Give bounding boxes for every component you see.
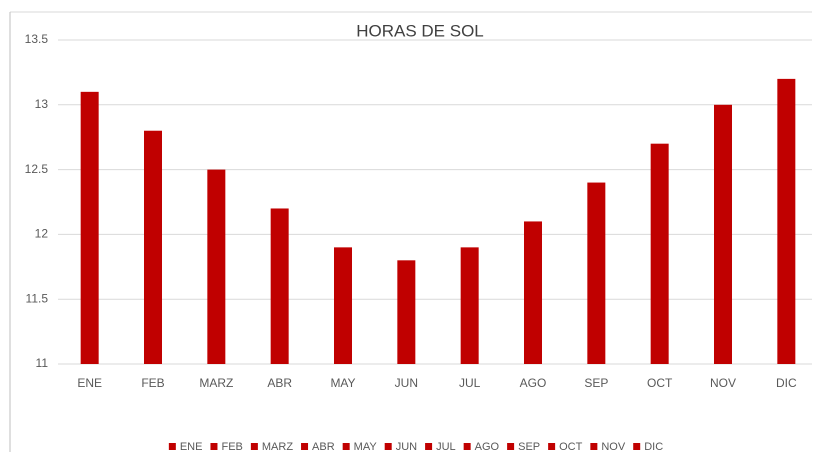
y-tick-label: 12 bbox=[35, 227, 49, 241]
legend-label: MAY bbox=[354, 441, 378, 452]
bar bbox=[714, 104, 732, 365]
legend-label: ABR bbox=[312, 441, 335, 452]
bar bbox=[144, 130, 162, 364]
chart-title: HORAS DE SOL bbox=[356, 21, 484, 40]
legend-swatch bbox=[590, 443, 598, 450]
y-tick-label: 11 bbox=[36, 356, 49, 370]
legend-swatch bbox=[633, 443, 641, 450]
legend-label: SEP bbox=[518, 441, 540, 452]
bar bbox=[777, 78, 796, 364]
legend-swatch bbox=[463, 443, 471, 450]
y-tick-label: 11.5 bbox=[26, 291, 49, 305]
legend-label: OCT bbox=[559, 441, 583, 452]
x-tick-label: ENE bbox=[77, 376, 102, 390]
bar bbox=[650, 143, 669, 364]
bar bbox=[587, 182, 606, 364]
x-tick-label: DIC bbox=[776, 376, 797, 390]
legend-swatch bbox=[301, 443, 309, 450]
x-tick-label: MAY bbox=[330, 376, 355, 390]
legend-label: DIC bbox=[644, 441, 663, 452]
x-tick-label: SEP bbox=[584, 376, 608, 390]
legend-swatch bbox=[548, 443, 556, 450]
legend-label: AGO bbox=[475, 441, 500, 452]
x-tick-label: FEB bbox=[141, 376, 164, 390]
legend-swatch bbox=[168, 443, 176, 450]
x-tick-label: OCT bbox=[647, 376, 673, 390]
legend-swatch bbox=[210, 443, 218, 450]
legend-label: JUL bbox=[436, 441, 456, 452]
x-tick-label: JUN bbox=[395, 376, 418, 390]
y-tick-label: 13.5 bbox=[25, 32, 49, 46]
legend-label: NOV bbox=[601, 441, 626, 452]
x-tick-label: MARZ bbox=[199, 376, 233, 390]
legend-label: ENE bbox=[180, 441, 203, 452]
legend-swatch bbox=[384, 443, 392, 450]
legend-swatch bbox=[250, 443, 258, 450]
x-tick-label: AGO bbox=[520, 376, 547, 390]
bar bbox=[270, 208, 289, 364]
legend-label: JUN bbox=[396, 441, 417, 452]
legend-label: FEB bbox=[221, 441, 242, 452]
y-tick-label: 13 bbox=[35, 97, 49, 111]
legend-label: MARZ bbox=[262, 441, 293, 452]
bar bbox=[460, 247, 479, 364]
y-tick-label: 12.5 bbox=[25, 162, 49, 176]
x-tick-label: JUL bbox=[459, 376, 481, 390]
bar bbox=[334, 247, 352, 364]
x-tick-label: NOV bbox=[710, 376, 736, 390]
bar bbox=[524, 221, 542, 364]
legend-swatch bbox=[425, 443, 433, 450]
legend-swatch bbox=[342, 443, 350, 450]
bar bbox=[397, 260, 416, 364]
bar bbox=[80, 91, 99, 364]
x-tick-label: ABR bbox=[267, 376, 292, 390]
legend-swatch bbox=[507, 443, 515, 450]
bar bbox=[207, 169, 226, 364]
